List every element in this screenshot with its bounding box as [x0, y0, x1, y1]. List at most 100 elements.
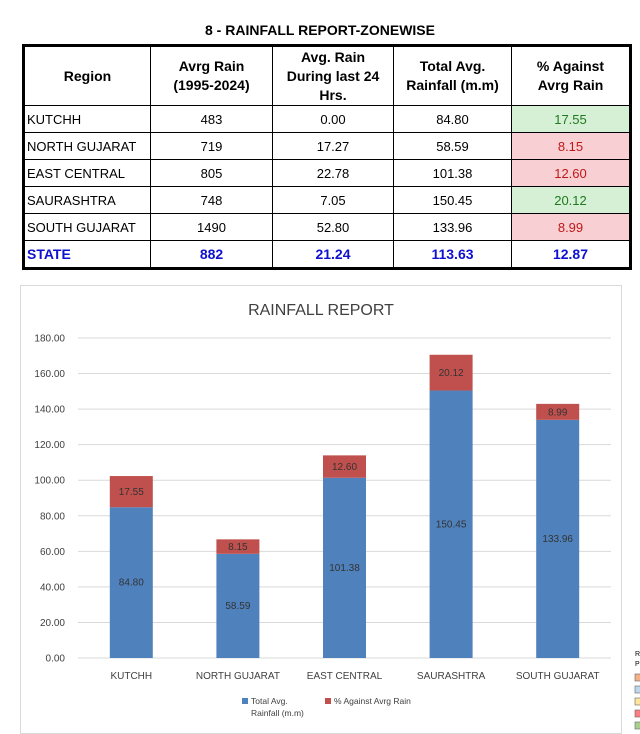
header-avrg-rain-line2: (1995-2024): [173, 77, 250, 93]
cell-avrg: 719: [150, 132, 273, 160]
y-tick-label: 0.00: [46, 654, 66, 665]
header-region-label: Region: [63, 67, 112, 84]
cell-region: NORTH GUJARAT: [23, 132, 151, 160]
header-pct-line1: % Against: [536, 58, 605, 74]
bar-total-rainfall: [109, 507, 153, 658]
side-fragment-swatch: [634, 685, 640, 694]
bar-pct-against-avrg: [323, 455, 366, 478]
data-label-total: 150.45: [436, 519, 467, 530]
bar-pct-against-avrg: [109, 476, 153, 508]
cell-last24: 0.00: [272, 105, 394, 133]
header-last24: Avg. Rain During last 24 Hrs.: [272, 45, 394, 106]
legend-label-pct: % Against Avrg Rain: [334, 696, 411, 706]
report-title: 8 - RAINFALL REPORT-ZONEWISE: [205, 22, 435, 38]
y-tick-label: 40.00: [40, 582, 65, 593]
bar-total-rainfall: [216, 553, 260, 658]
side-fragment-swatch: [634, 673, 640, 682]
legend-swatch-pct: [325, 698, 331, 704]
cell-region: SOUTH GUJARAT: [23, 213, 151, 241]
cell-avrg: 483: [150, 105, 273, 133]
cell-pct: 17.55: [511, 105, 631, 133]
chart-title: RAINFALL REPORT: [248, 302, 394, 319]
bar-total-rainfall: [323, 477, 366, 658]
cell-pct: 20.12: [511, 186, 631, 214]
cell-state-avrg: 882: [150, 240, 273, 269]
y-tick-label: 100.00: [34, 476, 65, 487]
cell-state-pct: 12.87: [511, 240, 631, 269]
cell-last24: 7.05: [272, 186, 394, 214]
header-avrg-rain: Avrg Rain (1995-2024): [150, 45, 273, 106]
cell-total: 101.38: [393, 159, 512, 187]
cell-pct: 12.60: [511, 159, 631, 187]
bar-pct-against-avrg: [216, 539, 260, 554]
table-row-state: STATE 882 21.24 113.63 12.87: [23, 240, 631, 269]
x-category-label: KUTCHH: [110, 671, 152, 682]
header-last24-line1: Avg. Rain: [300, 48, 366, 65]
cell-avrg: 805: [150, 159, 273, 187]
legend-label-total-line1: Total Avg.: [251, 696, 288, 706]
cell-last24: 17.27: [272, 132, 394, 160]
data-label-pct: 8.15: [228, 542, 248, 553]
table-row: SOUTH GUJARAT 1490 52.80 133.96 8.99: [23, 213, 631, 241]
bar-total-rainfall: [536, 419, 580, 658]
y-tick-label: 180.00: [34, 334, 65, 345]
y-tick-label: 20.00: [40, 618, 65, 629]
header-region: Region: [23, 45, 151, 106]
cell-total: 150.45: [393, 186, 512, 214]
header-total: Total Avg. Rainfall (m.m): [393, 45, 512, 106]
cell-region: KUTCHH: [23, 105, 151, 133]
table-row: SAURASHTRA 748 7.05 150.45 20.12: [23, 186, 631, 214]
cell-region: SAURASHTRA: [23, 186, 151, 214]
bar-total-rainfall: [429, 390, 473, 658]
cell-state-last24: 21.24: [272, 240, 394, 269]
side-legend-fragment: RP: [634, 651, 640, 730]
y-tick-label: 60.00: [40, 547, 65, 558]
side-fragment-text: P: [635, 661, 640, 668]
header-last24-line3: Hrs.: [319, 86, 347, 103]
data-label-total: 133.96: [542, 534, 573, 545]
x-category-label: SOUTH GUJARAT: [516, 671, 600, 682]
cell-total: 133.96: [393, 213, 512, 241]
cell-avrg: 748: [150, 186, 273, 214]
header-total-line2: Rainfall (m.m): [406, 77, 499, 93]
cell-state-region: STATE: [23, 240, 151, 269]
y-tick-label: 140.00: [34, 405, 65, 416]
header-total-line1: Total Avg.: [419, 58, 486, 74]
rainfall-chart: RAINFALL REPORT 0.00 20.00 40.00 60.00 80.00 1…: [34, 302, 611, 718]
data-label-pct: 17.55: [119, 487, 144, 498]
x-category-label: NORTH GUJARAT: [196, 671, 280, 682]
cell-total: 84.80: [393, 105, 512, 133]
cell-last24: 22.78: [272, 159, 394, 187]
data-label-pct: 20.12: [439, 368, 464, 379]
side-fragment-swatch: [634, 709, 640, 718]
header-avrg-rain-line1: Avrg Rain: [178, 58, 245, 74]
side-fragment-text: R: [635, 651, 640, 658]
header-pct-line2: Avrg Rain: [537, 77, 604, 93]
data-label-pct: 12.60: [332, 462, 357, 473]
legend-label-total-line2: Rainfall (m.m): [251, 708, 304, 718]
data-label-pct: 8.99: [548, 407, 568, 418]
side-fragment-swatch: [634, 697, 640, 706]
x-category-label: EAST CENTRAL: [307, 671, 383, 682]
y-tick-label: 160.00: [34, 369, 65, 380]
cell-last24: 52.80: [272, 213, 394, 241]
cell-avrg: 1490: [150, 213, 273, 241]
cell-region: EAST CENTRAL: [23, 159, 151, 187]
cell-state-total: 113.63: [393, 240, 512, 269]
bar-pct-against-avrg: [429, 354, 473, 391]
data-label-total: 58.59: [225, 601, 250, 612]
header-pct: % Against Avrg Rain: [511, 45, 631, 106]
y-tick-label: 120.00: [34, 440, 65, 451]
table-row: KUTCHH 483 0.00 84.80 17.55: [23, 105, 631, 133]
rainfall-table: Region Avrg Rain (1995-2024) Avg. Rain D…: [22, 44, 632, 270]
cell-pct: 8.99: [511, 213, 631, 241]
bar-pct-against-avrg: [536, 403, 580, 420]
legend-swatch-total: [242, 698, 248, 704]
table-row: NORTH GUJARAT 719 17.27 58.59 8.15: [23, 132, 631, 160]
y-tick-label: 80.00: [40, 511, 65, 522]
cell-pct: 8.15: [511, 132, 631, 160]
chart-container: RAINFALL REPORT 0.00 20.00 40.00 60.00 80.00 1…: [20, 285, 622, 734]
table-header-row: Region Avrg Rain (1995-2024) Avg. Rain D…: [23, 45, 631, 106]
data-label-total: 101.38: [329, 563, 360, 574]
header-last24-line2: During last 24: [286, 67, 380, 84]
